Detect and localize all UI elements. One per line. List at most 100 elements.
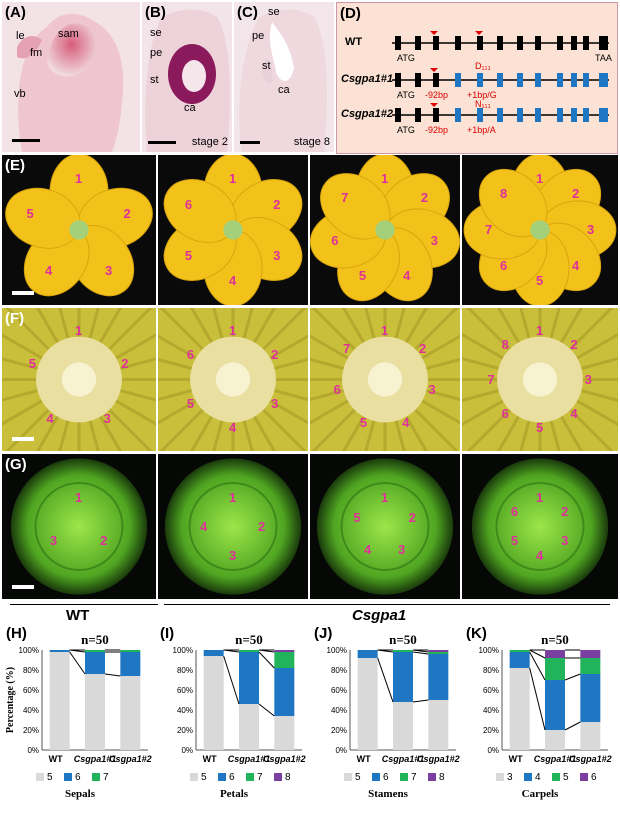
organ-number: 2 xyxy=(100,533,108,548)
legend-entry: 4 xyxy=(524,772,541,783)
chart-label: (I) xyxy=(160,625,174,642)
chart-title: n=50 xyxy=(541,632,569,647)
legend-swatch xyxy=(344,773,352,782)
y-tick-label: 100% xyxy=(479,646,499,655)
panel-a: (A) le sam fm vb xyxy=(2,2,140,152)
x-axis-label: Carpels xyxy=(521,788,559,800)
organ-number: 5 xyxy=(26,206,34,222)
bar-segment xyxy=(545,650,565,658)
x-tick-label: Csgpa1#2 xyxy=(569,754,612,764)
panel-f-flower-2: 1 2 3 4 5 6 xyxy=(158,308,308,451)
stacked-bar-chart: (J) n=50 0% 20% 40% 60% 80% 100% WT Csgpa1#1Csgpa… xyxy=(314,625,460,764)
organ-number: 5 xyxy=(358,267,367,283)
bar-segment xyxy=(239,650,259,652)
organ-number: 2 xyxy=(271,347,279,363)
bar-segment xyxy=(239,652,259,704)
organ-number: 6 xyxy=(499,258,508,274)
panel-a-image xyxy=(17,13,124,152)
bar-segment xyxy=(509,650,530,652)
legend-label: 5 xyxy=(563,772,569,783)
y-tick-label: 20% xyxy=(177,726,193,735)
bar-segment xyxy=(580,722,601,750)
group-mutant: Csgpa1 xyxy=(352,607,407,624)
gene-mut2-insertion: +1bp/A xyxy=(467,125,496,135)
tissue-pe: pe xyxy=(252,30,265,42)
gene-mut2 xyxy=(392,103,609,122)
organ-number: 4 xyxy=(46,410,54,426)
x-tick-label: Csgpa1#1 xyxy=(382,754,425,764)
legend-entry: 7 xyxy=(400,772,417,783)
legend-label: 7 xyxy=(103,772,109,783)
organ-number: 8 xyxy=(501,337,509,353)
bar-segment xyxy=(580,674,601,722)
panel-f-flower-3: 1 2 3 4 5 6 7 xyxy=(310,308,460,451)
legend-swatch xyxy=(524,773,532,782)
x-tick-label: Csgpa1#1 xyxy=(74,754,117,764)
chart-i: (I) n=50 0% 20% 40% 60% 80% 100% WT Csgpa1#1 Csgpa… xyxy=(158,620,310,812)
organ-number: 1 xyxy=(536,489,544,505)
panel-b-image xyxy=(145,9,230,152)
panel-f-label: (F) xyxy=(5,310,25,327)
gene-structure-diagram xyxy=(392,31,609,122)
x-tick-label: WT xyxy=(203,754,217,764)
y-tick-label: 0% xyxy=(181,746,193,755)
organ-number: 7 xyxy=(487,371,495,387)
x-tick-label: Csgpa1#1 xyxy=(534,754,577,764)
organ-number: 6 xyxy=(333,382,341,398)
legend-entry: 6 xyxy=(218,772,235,783)
bar-segment xyxy=(545,730,565,750)
legend-label: 6 xyxy=(75,772,81,783)
bar-segment xyxy=(428,650,449,652)
legend-swatch xyxy=(246,773,254,782)
legend-swatch xyxy=(36,773,44,782)
organ-number: 2 xyxy=(419,341,427,357)
legend-swatch xyxy=(400,773,408,782)
organ-number: 6 xyxy=(184,196,193,212)
organ-number: 1 xyxy=(75,171,83,186)
tissue-st: st xyxy=(262,60,271,72)
x-axis-label: Sepals xyxy=(65,788,95,800)
stacked-bar-chart: (I) n=50 0% 20% 40% 60% 80% 100% WT Csgpa1#1Csgpa… xyxy=(160,625,306,764)
gene-mut2-start: ATG xyxy=(397,125,415,135)
tissue-sam: sam xyxy=(58,28,79,40)
legend-entry: 5 xyxy=(344,772,361,783)
y-tick-label: 60% xyxy=(483,686,499,695)
panel-f-flower-1: (F) 1 2 3 4 5 xyxy=(2,308,156,451)
organ-number: 2 xyxy=(561,504,569,519)
legend-label: 5 xyxy=(47,772,53,783)
bar-segment xyxy=(274,652,295,668)
organ-number: 7 xyxy=(341,190,349,206)
connector-line xyxy=(412,651,429,655)
organ-number: 6 xyxy=(186,347,195,363)
panel-g-label: (G) xyxy=(5,456,27,473)
organ-number: 3 xyxy=(398,541,406,557)
organ-number: 8 xyxy=(499,185,508,201)
connector-line xyxy=(529,649,546,659)
chart-label: (J) xyxy=(314,625,332,642)
bar-segment xyxy=(428,654,449,700)
organ-number: 1 xyxy=(536,322,544,338)
organ-number: 2 xyxy=(420,190,429,206)
y-tick-label: 80% xyxy=(23,666,39,675)
tissue-vb: vb xyxy=(14,88,26,100)
organ-number: 3 xyxy=(430,233,438,249)
organ-number: 1 xyxy=(381,489,389,505)
organ-number: 4 xyxy=(363,541,372,557)
y-tick-label: 80% xyxy=(483,666,499,675)
bar-segment xyxy=(239,704,259,750)
chart-label: (H) xyxy=(6,625,27,642)
bar-segment xyxy=(509,652,530,668)
connector-line xyxy=(258,651,275,669)
x-tick-label: WT xyxy=(357,754,371,764)
y-axis-label: Percentage (%) xyxy=(5,667,16,733)
flower-image xyxy=(158,454,308,599)
gene-mut1 xyxy=(392,68,609,87)
organ-number: 3 xyxy=(428,382,436,398)
chart-label: (K) xyxy=(466,625,487,642)
legend-label: 6 xyxy=(591,772,597,783)
panel-c-image xyxy=(239,9,327,152)
chart-title: n=50 xyxy=(81,632,109,647)
x-tick-label: WT xyxy=(509,754,523,764)
organ-number: 4 xyxy=(45,263,53,279)
bar-segment xyxy=(274,650,295,652)
